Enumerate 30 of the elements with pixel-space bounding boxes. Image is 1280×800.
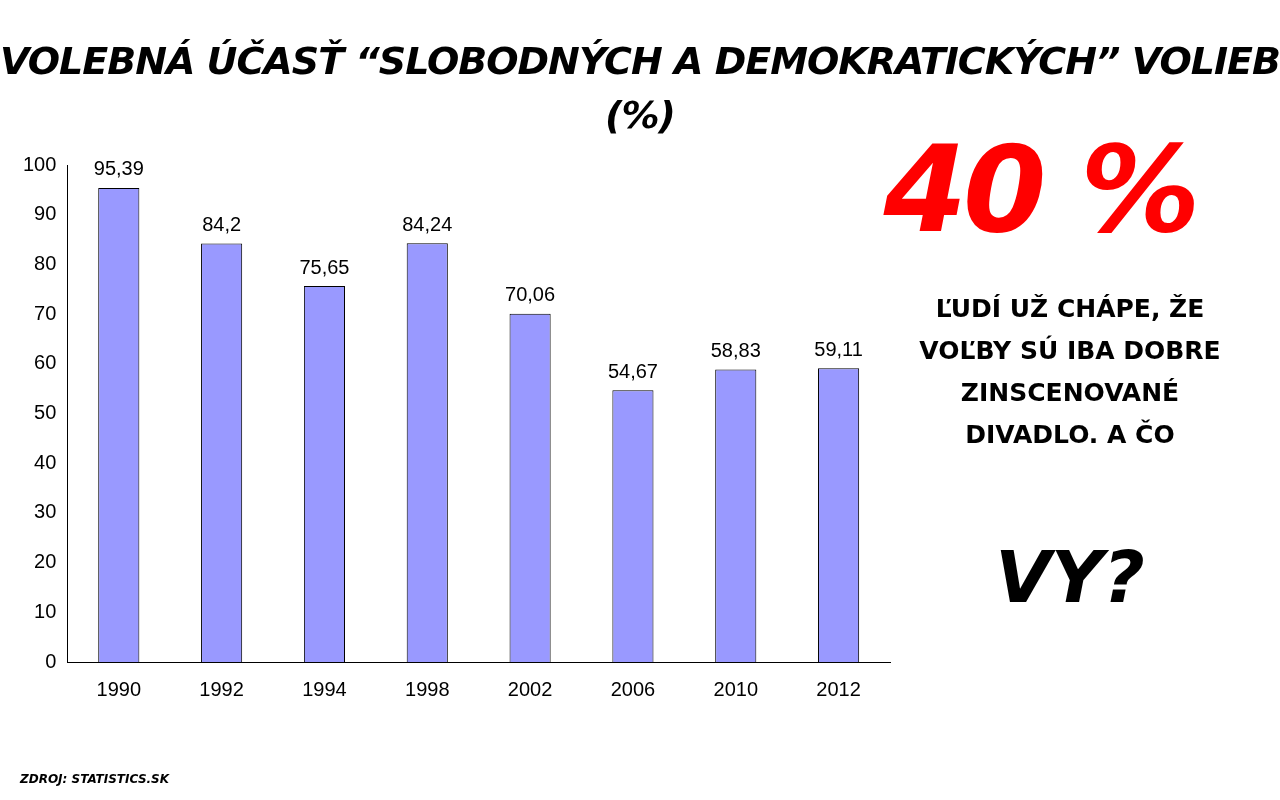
x-tick-label: 2006 [610,677,656,700]
y-tick-label: 10 [34,599,57,622]
y-tick-label: 70 [34,301,57,324]
x-tick-label: 1994 [302,677,347,700]
data-label: 70,06 [505,283,556,306]
text: ZDROJ: STATISTICS.SK [20,772,170,786]
text: VY? [994,535,1146,619]
y-tick-label: 20 [34,550,57,573]
x-tick-label: 1998 [405,677,450,700]
data-label: 54,67 [607,359,658,382]
y-tick-label: 80 [34,251,57,274]
y-tick-label: 50 [34,401,57,424]
x-tick-label: 1992 [199,677,244,700]
data-label: 58,83 [710,339,761,362]
x-tick-label: 2002 [507,677,553,700]
data-label: 84,2 [202,213,242,236]
y-tick-label: 60 [34,351,57,374]
x-tick-label: 2012 [816,677,861,700]
x-tick-label: 2010 [713,677,759,700]
y-tick-label: 100 [22,152,57,175]
y-tick-label: 40 [34,450,57,473]
data-label: 95,39 [93,157,144,180]
data-label: 59,11 [814,337,863,360]
y-tick-label: 30 [34,500,57,523]
y-tick-label: 0 [45,649,57,672]
x-tick-label: 1990 [96,677,142,700]
data-label: 75,65 [299,255,350,278]
data-label: 84,24 [402,212,453,235]
y-tick-label: 90 [34,202,57,225]
text: ĽUDÍ UŽ CHÁPE, ŽE VOĽBY SÚ IBA DOBRE ZINSCENOVANÉ DIVADLO. A ČO [918,293,1222,451]
